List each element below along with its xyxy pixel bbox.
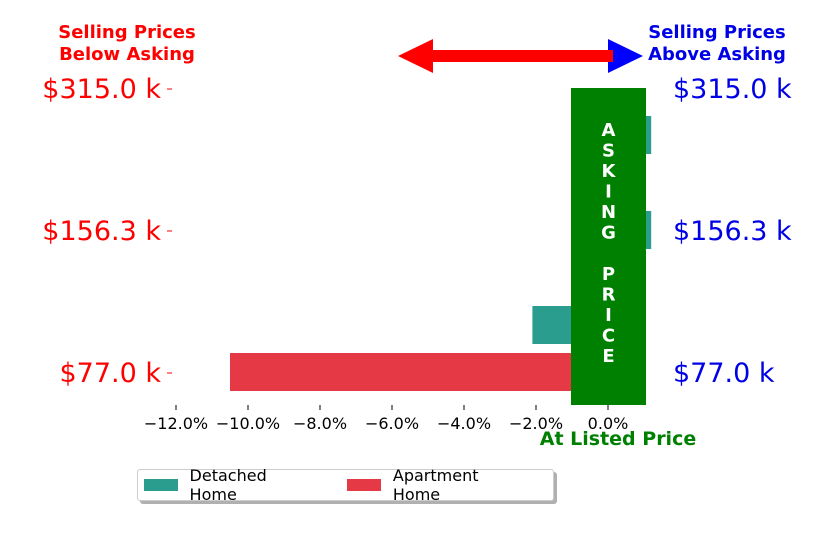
legend: Detached Home Apartment Home [137, 466, 554, 504]
x-tick-label-5: −2.0% [509, 414, 563, 433]
legend-swatch-detached [144, 479, 178, 491]
x-tick-label-0: −12.0% [144, 414, 208, 433]
price-letter-4: E [602, 346, 614, 367]
x-tick-label-4: −4.0% [437, 414, 491, 433]
y-tick-label-right-1: $156.3 k [673, 216, 792, 247]
asking-letter-1: S [602, 141, 615, 162]
price-letter-3: C [602, 326, 615, 347]
annotation-below-asking-line2: Below Asking [59, 44, 195, 65]
y-tick-label-left-2: $77.0 k [59, 358, 161, 389]
y-tick-label-right-0: $315.0 k [673, 74, 792, 105]
x-tick-label-2: −8.0% [293, 414, 347, 433]
asking-letter-4: N [601, 202, 616, 223]
x-tick-label-6: 0.0% [588, 414, 629, 433]
asking-letter-5: G [601, 223, 616, 244]
arrow-shaft-red [433, 50, 613, 62]
price-letter-2: I [605, 305, 612, 326]
legend-swatch-apartment [347, 479, 381, 491]
asking-letter-3: I [605, 182, 612, 203]
asking-letter-0: A [602, 120, 616, 141]
y-tick-label-left-0: $315.0 k [42, 74, 161, 105]
annotation-below-asking-line1: Selling Prices [58, 22, 195, 43]
legend-item-apartment: Apartment Home [347, 466, 529, 504]
annotation-at-listed-price: At Listed Price [540, 428, 696, 450]
annotation-above-asking-line1: Selling Prices [648, 22, 785, 43]
asking-price-band [571, 88, 646, 405]
x-tick-label-1: −10.0% [216, 414, 280, 433]
bar-5 [230, 353, 608, 391]
legend-label-detached: Detached Home [189, 466, 267, 504]
price-letter-0: P [602, 264, 615, 285]
legend-label-apartment: Apartment Home [392, 466, 479, 504]
annotation-above-asking-line2: Above Asking [648, 44, 786, 65]
x-tick-label-3: −6.0% [365, 414, 419, 433]
y-tick-label-right-2: $77.0 k [673, 358, 775, 389]
asking-letter-2: K [602, 161, 617, 182]
y-tick-label-left-1: $156.3 k [42, 216, 161, 247]
legend-item-detached: Detached Home [144, 466, 317, 504]
price-letter-1: R [602, 285, 616, 306]
